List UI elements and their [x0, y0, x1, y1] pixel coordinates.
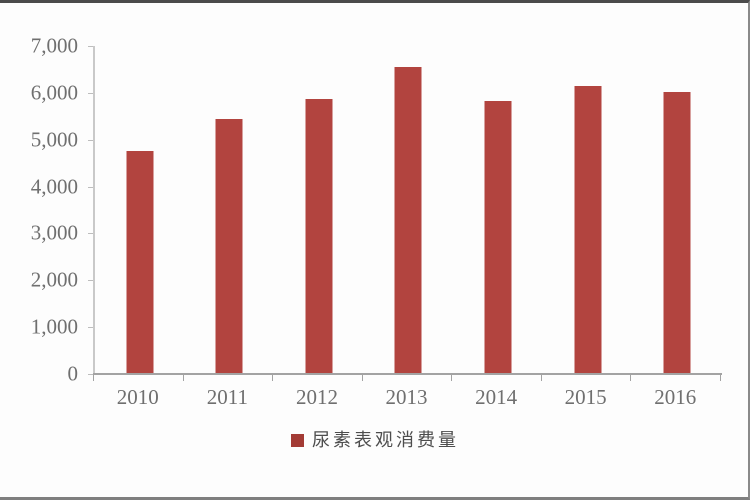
bar-slot	[543, 46, 633, 374]
bar-2013	[394, 66, 422, 374]
bar-slot	[453, 46, 543, 374]
legend: 尿素表观消费量	[0, 430, 748, 450]
y-tick-mark	[88, 139, 93, 141]
x-tick-mark	[451, 375, 453, 381]
x-tick-label: 2012	[295, 385, 338, 409]
x-axis: 2010 2011 2012 2013 2014 2015 2016	[93, 385, 720, 410]
y-tick-mark	[88, 92, 93, 94]
x-tick-label: 2013	[385, 385, 428, 409]
bar-2012	[305, 98, 333, 374]
bar-slot	[274, 46, 364, 374]
x-tick-mark	[272, 375, 274, 381]
y-tick-label: 2,000	[30, 267, 78, 292]
bar-2016	[663, 91, 691, 374]
y-tick-mark	[88, 327, 93, 329]
y-tick-label: 3,000	[30, 220, 78, 245]
legend-marker-icon	[291, 433, 304, 447]
bar-slot	[185, 46, 275, 374]
x-tick-mark	[630, 375, 632, 381]
y-tick-mark	[88, 46, 93, 47]
x-tick-mark	[93, 375, 94, 381]
bar-2015	[574, 85, 602, 374]
y-tick-mark	[88, 233, 93, 235]
bar-2011	[215, 119, 243, 374]
y-tick-label: 4,000	[30, 174, 78, 199]
bar-2010	[126, 150, 154, 374]
y-tick-label: 6,000	[30, 80, 78, 105]
bar-slot	[632, 46, 722, 374]
y-tick-label: 7,000	[30, 33, 78, 58]
x-tick-label: 2010	[116, 385, 159, 409]
y-tick-mark	[88, 186, 93, 188]
x-tick-mark	[720, 375, 721, 381]
y-tick-label: 5,000	[30, 127, 78, 152]
plot-area	[93, 46, 722, 374]
y-tick-label: 0	[67, 361, 79, 386]
bar-slot	[364, 46, 454, 374]
x-tick-mark	[540, 375, 542, 381]
x-tick-label: 2014	[475, 385, 518, 409]
legend-label: 尿素表观消费量	[312, 430, 459, 450]
y-tick-label: 1,000	[30, 314, 78, 339]
y-tick-mark	[88, 280, 93, 282]
x-tick-mark	[182, 375, 184, 381]
bar-slot	[95, 46, 185, 374]
y-axis: 0 1,000 2,000 3,000 4,000 5,000 6,000 7,000	[0, 35, 78, 384]
x-axis-line	[93, 373, 722, 375]
y-tick-mark	[88, 374, 93, 375]
x-tick-mark	[361, 375, 363, 381]
x-tick-label: 2011	[206, 385, 248, 409]
bar-2014	[484, 100, 512, 374]
x-tick-label: 2015	[564, 385, 607, 409]
x-tick-label: 2016	[654, 385, 697, 409]
